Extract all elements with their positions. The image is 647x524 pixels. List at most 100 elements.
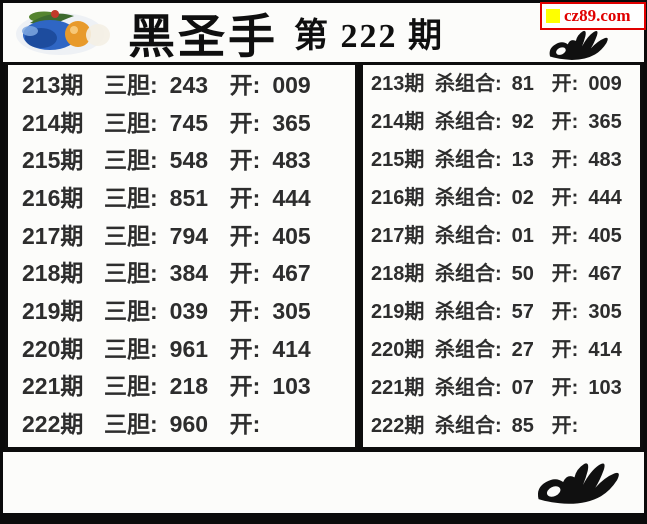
open-result: 009 — [588, 73, 622, 95]
pick-label: 三胆: — [104, 72, 158, 98]
open-label: 开: — [229, 373, 261, 400]
pick-value: 27 — [511, 339, 534, 361]
open-result: 103 — [588, 377, 622, 399]
open-label: 开: — [551, 263, 579, 285]
pick-label: 杀组合: — [435, 377, 502, 399]
pick-label: 杀组合: — [435, 339, 502, 361]
table-row: 218期 三胆: 384 开: 467 — [22, 262, 353, 285]
period-label: 213期 — [22, 72, 84, 98]
pick-label: 三胆: — [104, 222, 158, 249]
ok-hand-mark-icon — [549, 30, 608, 60]
pick-value: 039 — [169, 297, 209, 324]
pick-label: 杀组合: — [435, 149, 502, 171]
table-row: 220期 杀组合: 27 开: 414 — [371, 340, 638, 360]
period-label: 213期 — [371, 73, 425, 95]
open-label: 开: — [229, 147, 261, 174]
pick-label: 三胆: — [104, 147, 158, 174]
period-label: 221期 — [22, 373, 84, 400]
open-label: 开: — [229, 222, 261, 249]
period-label: 220期 — [22, 335, 84, 362]
table-row: 217期 三胆: 794 开: 405 — [22, 222, 353, 249]
open-result: 405 — [588, 225, 622, 247]
pick-label: 三胆: — [104, 335, 158, 362]
table-row: 213期 杀组合: 81 开: 009 — [371, 74, 638, 94]
pick-value: 745 — [169, 109, 209, 136]
period-label: 218期 — [22, 260, 84, 287]
period-label: 219期 — [22, 297, 84, 324]
table-row: 221期 三胆: 218 开: 103 — [22, 375, 353, 398]
page-title: 黑圣手 第 222 期 — [128, 2, 444, 63]
table-row: 214期 三胆: 745 开: 365 — [22, 109, 353, 136]
pick-label: 三胆: — [104, 373, 158, 400]
period-label: 214期 — [22, 109, 84, 136]
pick-value: 92 — [511, 111, 534, 133]
lottery-3d-logo-icon — [16, 10, 110, 55]
pick-value: 81 — [511, 73, 534, 95]
period-label: 217期 — [371, 225, 425, 247]
pick-value: 851 — [169, 184, 209, 211]
open-result: 103 — [272, 373, 311, 400]
period-label: 222期 — [22, 410, 84, 437]
open-result: 467 — [272, 260, 311, 287]
site-badge-link[interactable]: cz89.com — [540, 2, 646, 30]
pick-label: 三胆: — [104, 297, 158, 324]
pick-label: 三胆: — [104, 260, 158, 287]
period-label: 221期 — [371, 377, 425, 399]
pick-label: 杀组合: — [435, 263, 502, 285]
open-label: 开: — [229, 72, 261, 98]
period-label: 222期 — [371, 415, 425, 437]
pick-label: 三胆: — [104, 410, 158, 437]
open-label: 开: — [551, 415, 579, 437]
pick-value: 218 — [169, 373, 209, 400]
pick-value: 243 — [169, 72, 209, 98]
pick-label: 杀组合: — [435, 225, 502, 247]
open-result: 009 — [272, 72, 311, 98]
header — [3, 3, 644, 62]
site-url: cz89.com — [564, 6, 631, 25]
yellow-square-icon — [546, 9, 560, 23]
open-label: 开: — [229, 184, 261, 211]
open-label: 开: — [551, 149, 579, 171]
period-label: 217期 — [22, 222, 84, 249]
table-row: 219期 三胆: 039 开: 305 — [22, 297, 353, 324]
pick-value: 13 — [511, 149, 534, 171]
open-label: 开: — [551, 73, 579, 95]
pick-value: 548 — [169, 147, 209, 174]
ok-hand-mark-icon — [537, 463, 619, 504]
period-label: 219期 — [371, 301, 425, 323]
open-label: 开: — [551, 111, 579, 133]
table-row: 221期 杀组合: 07 开: 103 — [371, 378, 638, 398]
period-label: 215期 — [371, 149, 425, 171]
period-label: 216期 — [22, 184, 84, 211]
pick-value: 85 — [511, 415, 534, 437]
open-label: 开: — [551, 301, 579, 323]
open-label: 开: — [229, 260, 261, 287]
kill-combo-panel: 213期 杀组合: 81 开: 009 214期 杀组合: 92 开: 365 … — [360, 62, 643, 450]
open-result: 305 — [588, 301, 622, 323]
table-row: 216期 杀组合: 02 开: 444 — [371, 188, 638, 208]
table-row: 222期 三胆: 960 开: — [22, 410, 353, 437]
pick-value: 50 — [511, 263, 534, 285]
pick-value: 384 — [169, 260, 209, 287]
open-result: 405 — [272, 222, 311, 249]
open-label: 开: — [229, 335, 261, 362]
table-row: 213期 三胆: 243 开: 009 — [22, 74, 353, 97]
pick-value: 07 — [511, 377, 534, 399]
open-label: 开: — [551, 377, 579, 399]
pick-value: 57 — [511, 301, 534, 323]
pick-label: 杀组合: — [435, 73, 502, 95]
pick-label: 杀组合: — [435, 301, 502, 323]
table-row: 215期 三胆: 548 开: 483 — [22, 149, 353, 172]
pick-label: 杀组合: — [435, 111, 502, 133]
open-result: 483 — [588, 149, 622, 171]
three-dan-panel: 213期 三胆: 243 开: 009 214期 三胆: 745 开: 365 … — [5, 62, 358, 450]
footer — [3, 452, 644, 513]
open-result: 365 — [272, 109, 311, 136]
period-label: 215期 — [22, 147, 84, 174]
open-label: 开: — [229, 410, 261, 437]
table-row: 217期 杀组合: 01 开: 405 — [371, 226, 638, 246]
open-result: 467 — [588, 263, 622, 285]
period-label: 216期 — [371, 187, 425, 209]
open-result: 444 — [272, 184, 311, 211]
pick-label: 杀组合: — [435, 187, 502, 209]
